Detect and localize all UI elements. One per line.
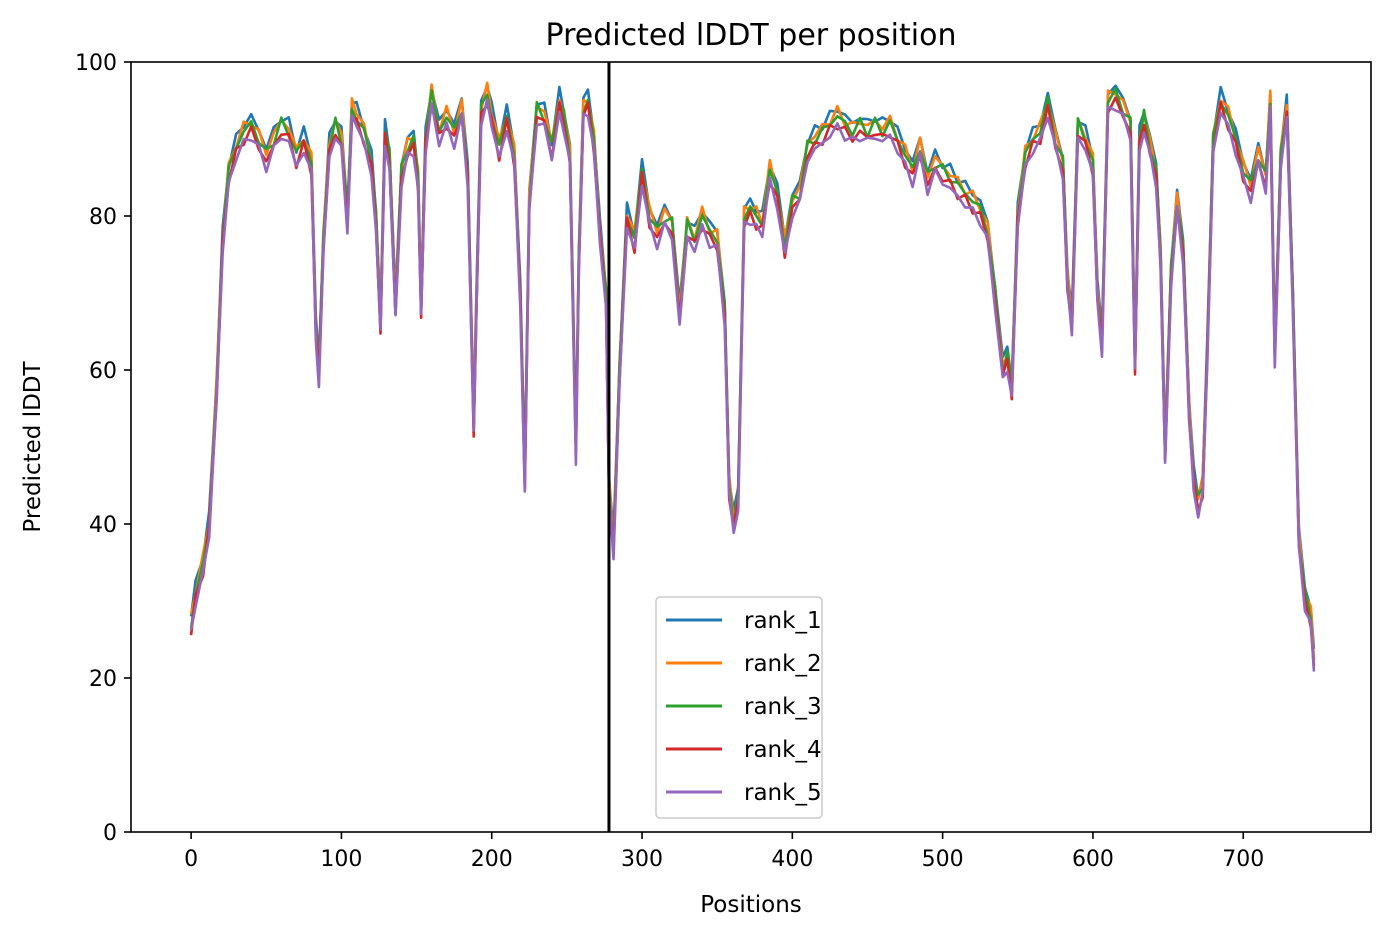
y-tick-label: 20 [89,667,117,692]
y-axis-label: Predicted lDDT [20,360,46,532]
x-axis-label: Positions [700,892,802,918]
plot-frame [130,61,1372,833]
legend-label: rank_2 [744,651,822,677]
legend-label: rank_5 [744,780,822,806]
x-axis: 0 100 200 300 400 500 600 700 [184,832,1264,872]
y-tick-label: 60 [89,359,117,384]
x-tick-label: 700 [1222,847,1264,872]
y-tick-label: 0 [103,821,117,846]
series-lines [189,81,1316,672]
y-tick-label: 40 [89,513,117,538]
x-tick-label: 0 [184,847,198,872]
legend: rank_1 rank_2 rank_3 rank_4 rank_5 [655,596,823,819]
legend-label: rank_4 [744,737,822,763]
x-tick-label: 600 [1072,847,1114,872]
chart-title: Predicted lDDT per position [546,18,957,53]
legend-label: rank_3 [744,694,822,720]
x-tick-label: 500 [922,847,964,872]
y-tick-label: 80 [89,205,117,230]
series-line-rank-5 [189,97,1316,672]
x-tick-label: 200 [471,847,513,872]
x-tick-label: 300 [621,847,663,872]
legend-box [655,596,823,819]
x-tick-label: 400 [771,847,813,872]
y-axis: 0 20 40 60 80 100 [75,51,131,846]
y-tick-label: 100 [75,51,117,76]
legend-label: rank_1 [744,608,822,634]
x-tick-label: 100 [320,847,362,872]
